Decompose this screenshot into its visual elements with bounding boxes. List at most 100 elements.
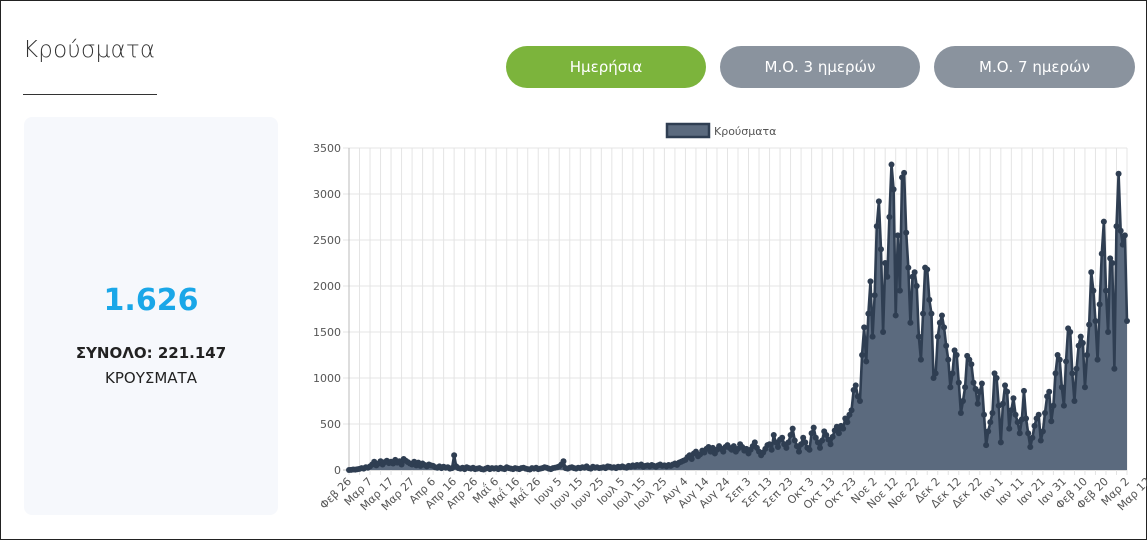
data-point[interactable] bbox=[873, 223, 880, 230]
data-point[interactable] bbox=[966, 356, 973, 363]
data-point[interactable] bbox=[1090, 287, 1097, 294]
data-point[interactable] bbox=[861, 324, 868, 331]
data-point[interactable] bbox=[932, 370, 939, 377]
data-point[interactable] bbox=[926, 296, 933, 303]
data-point[interactable] bbox=[983, 442, 990, 449]
data-point[interactable] bbox=[1069, 370, 1076, 377]
data-point[interactable] bbox=[1016, 430, 1023, 437]
data-point[interactable] bbox=[1029, 434, 1036, 441]
data-point[interactable] bbox=[957, 409, 964, 416]
data-point[interactable] bbox=[852, 382, 859, 389]
data-point[interactable] bbox=[882, 260, 889, 266]
data-point[interactable] bbox=[800, 434, 807, 441]
data-point[interactable] bbox=[1035, 411, 1042, 418]
data-point[interactable] bbox=[835, 430, 842, 437]
data-point[interactable] bbox=[909, 273, 916, 280]
data-point[interactable] bbox=[848, 407, 855, 414]
data-point[interactable] bbox=[1048, 418, 1055, 425]
data-point[interactable] bbox=[1105, 329, 1112, 335]
data-point[interactable] bbox=[808, 430, 815, 437]
data-point[interactable] bbox=[827, 441, 834, 448]
data-point[interactable] bbox=[751, 439, 758, 446]
data-point[interactable] bbox=[894, 232, 901, 239]
data-point[interactable] bbox=[943, 342, 950, 349]
data-point[interactable] bbox=[829, 433, 836, 440]
data-point[interactable] bbox=[1081, 384, 1088, 391]
data-point[interactable] bbox=[1052, 370, 1059, 377]
data-point[interactable] bbox=[892, 312, 899, 319]
data-point[interactable] bbox=[949, 370, 956, 377]
data-point[interactable] bbox=[779, 434, 786, 441]
data-point[interactable] bbox=[1121, 232, 1128, 239]
data-point[interactable] bbox=[928, 310, 935, 317]
data-point[interactable] bbox=[1113, 223, 1120, 230]
data-point[interactable] bbox=[806, 446, 813, 453]
data-point[interactable] bbox=[924, 266, 931, 273]
data-point[interactable] bbox=[1027, 444, 1034, 450]
data-point[interactable] bbox=[913, 283, 920, 289]
data-point[interactable] bbox=[917, 356, 924, 363]
data-point[interactable] bbox=[865, 310, 872, 317]
data-point[interactable] bbox=[1006, 425, 1013, 432]
data-point[interactable] bbox=[1094, 356, 1101, 363]
data-point[interactable] bbox=[1002, 382, 1009, 389]
data-point[interactable] bbox=[1111, 365, 1118, 372]
data-point[interactable] bbox=[1060, 402, 1067, 409]
data-point[interactable] bbox=[884, 273, 891, 280]
data-point[interactable] bbox=[890, 186, 897, 193]
chart-legend[interactable]: Κρούσματα bbox=[665, 122, 776, 139]
data-point[interactable] bbox=[850, 386, 857, 393]
data-point[interactable] bbox=[1077, 333, 1084, 340]
data-point[interactable] bbox=[989, 409, 996, 416]
data-point[interactable] bbox=[1100, 218, 1107, 225]
data-point[interactable] bbox=[1031, 422, 1038, 429]
data-point[interactable] bbox=[875, 198, 882, 205]
data-point[interactable] bbox=[1096, 301, 1103, 308]
data-point[interactable] bbox=[1124, 317, 1130, 324]
data-point[interactable] bbox=[976, 388, 983, 395]
tab-3day-average[interactable]: Μ.Ο. 3 ημερών bbox=[720, 46, 920, 88]
data-point[interactable] bbox=[1012, 411, 1019, 418]
data-point[interactable] bbox=[398, 461, 405, 468]
data-point[interactable] bbox=[877, 246, 884, 253]
data-point[interactable] bbox=[774, 444, 781, 450]
data-point[interactable] bbox=[938, 312, 945, 319]
data-point[interactable] bbox=[955, 379, 962, 386]
data-point[interactable] bbox=[560, 458, 567, 465]
data-point[interactable] bbox=[981, 411, 988, 418]
data-point[interactable] bbox=[1050, 402, 1057, 409]
data-point[interactable] bbox=[823, 432, 830, 439]
data-point[interactable] bbox=[978, 380, 985, 387]
data-point[interactable] bbox=[1107, 255, 1114, 262]
data-point[interactable] bbox=[1058, 384, 1065, 391]
data-point[interactable] bbox=[974, 400, 981, 407]
data-point[interactable] bbox=[1073, 365, 1080, 372]
data-point[interactable] bbox=[970, 379, 977, 386]
data-point[interactable] bbox=[999, 400, 1006, 407]
data-point[interactable] bbox=[795, 448, 802, 455]
data-point[interactable] bbox=[871, 292, 878, 299]
data-point[interactable] bbox=[993, 375, 1000, 381]
data-point[interactable] bbox=[1115, 170, 1122, 177]
data-point[interactable] bbox=[987, 419, 994, 426]
data-point[interactable] bbox=[766, 441, 773, 448]
data-point[interactable] bbox=[934, 333, 941, 340]
data-point[interactable] bbox=[859, 352, 866, 358]
data-point[interactable] bbox=[840, 425, 847, 432]
data-point[interactable] bbox=[1039, 428, 1046, 435]
data-point[interactable] bbox=[785, 439, 792, 446]
data-point[interactable] bbox=[985, 428, 992, 435]
data-point[interactable] bbox=[1010, 395, 1017, 402]
data-point[interactable] bbox=[787, 432, 794, 439]
data-point[interactable] bbox=[1020, 387, 1027, 394]
data-point[interactable] bbox=[953, 352, 960, 358]
data-point[interactable] bbox=[1109, 260, 1116, 266]
data-point[interactable] bbox=[962, 384, 969, 391]
data-point[interactable] bbox=[869, 333, 876, 340]
data-point[interactable] bbox=[1092, 317, 1099, 324]
data-point[interactable] bbox=[905, 264, 912, 271]
data-point[interactable] bbox=[1056, 356, 1063, 363]
data-point[interactable] bbox=[720, 448, 727, 455]
data-point[interactable] bbox=[907, 319, 914, 326]
data-point[interactable] bbox=[896, 287, 903, 294]
